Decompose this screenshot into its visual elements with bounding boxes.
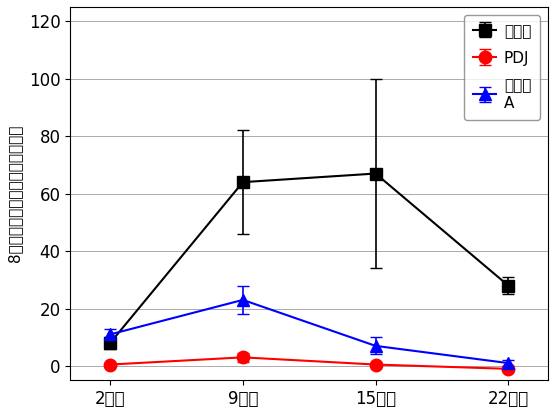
Y-axis label: 8株あたりのアザミウマ成幼虫数: 8株あたりのアザミウマ成幼虫数: [7, 125, 22, 262]
Legend: 無処理, PDJ, 殺虫剤
A: 無処理, PDJ, 殺虫剤 A: [464, 15, 541, 120]
